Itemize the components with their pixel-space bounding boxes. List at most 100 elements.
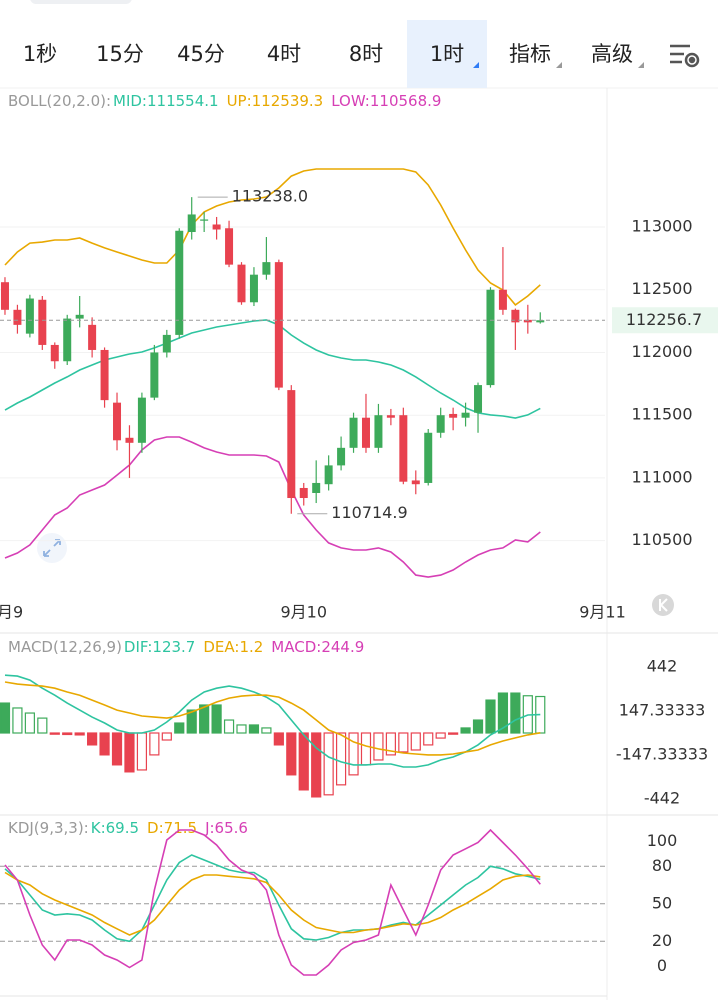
candle-body (200, 219, 209, 221)
dropdown-arrow (556, 62, 562, 68)
candle-body (187, 214, 196, 233)
candle-body (262, 262, 271, 275)
legend-entry: MID:111554.1 (113, 92, 219, 110)
macd-bar (37, 717, 48, 734)
candle-body (175, 230, 184, 335)
macd-bar (298, 732, 309, 791)
candle-body (75, 314, 84, 319)
candle-body (249, 274, 258, 303)
indicator-line (4, 828, 541, 976)
indicator-line (4, 674, 541, 768)
macd-bar (373, 732, 384, 761)
indicator-line (4, 436, 541, 578)
candle-body (461, 412, 470, 418)
candle-body (349, 417, 358, 448)
candle-body (25, 298, 34, 334)
candle-body (436, 415, 445, 433)
candle-body (212, 224, 221, 230)
macd-bar (423, 732, 434, 746)
indicator-line (4, 319, 541, 419)
y-tick-label: -147.33333 (616, 744, 708, 763)
y-tick-label: 442 (647, 657, 678, 676)
y-tick-label: 0 (657, 956, 667, 975)
candle-body (449, 413, 458, 418)
legend-title: BOLL(20,2.0): (8, 92, 111, 110)
annotation-label: 110714.9 (331, 503, 407, 522)
macd-bar (497, 692, 509, 734)
macd-bar (335, 732, 347, 786)
annotation-label: 113238.0 (232, 187, 308, 206)
macd-bar (149, 732, 160, 756)
tab[interactable]: 指标 (509, 42, 551, 66)
macd-bar (398, 732, 409, 753)
y-tick-label: 147.33333 (619, 701, 706, 720)
expand-icon[interactable] (37, 533, 67, 563)
candle-body (88, 324, 97, 350)
y-tick-label: -442 (644, 788, 680, 807)
settings-icon[interactable] (670, 44, 700, 68)
candle-body (498, 289, 507, 310)
macd-bar (472, 719, 484, 734)
y-tick-label: 80 (652, 856, 672, 875)
legend-entry: D:71.5 (147, 819, 197, 837)
x-tick-label: 9月10 (280, 603, 327, 622)
macd-bar (510, 692, 521, 734)
reset-icon[interactable] (652, 594, 674, 616)
macd-bar (62, 732, 73, 736)
macd-bar (136, 732, 148, 771)
tab[interactable]: 高级 (591, 42, 633, 66)
tab[interactable]: 4时 (267, 42, 301, 66)
macd-bar (74, 732, 85, 736)
candle-body (225, 228, 234, 265)
candle-body (337, 447, 346, 466)
tab[interactable]: 8时 (349, 42, 383, 66)
macd-bar (0, 702, 11, 734)
candle-body (536, 320, 545, 323)
macd-bar (435, 732, 446, 739)
last-price-label: 112256.7 (626, 310, 702, 329)
indicator-line (4, 168, 541, 306)
indicator-line (4, 871, 541, 936)
x-tick-label: 9月11 (579, 603, 626, 622)
candle-body (324, 465, 333, 485)
legend-entry: DIF:123.7 (124, 638, 195, 656)
candle-body (63, 318, 72, 362)
tab[interactable]: 1秒 (23, 42, 57, 66)
tab[interactable]: 15分 (96, 42, 144, 66)
candle-body (0, 282, 9, 310)
candle-body (511, 309, 520, 323)
macd-bar (111, 732, 123, 766)
dropdown-arrow (473, 62, 479, 68)
indicator-line (4, 681, 541, 756)
macd-bar (273, 732, 284, 746)
legend-entry: J:65.6 (204, 819, 248, 837)
macd-bar (410, 732, 421, 751)
x-tick-label: 9月9 (0, 603, 23, 622)
y-tick-label: 50 (652, 893, 672, 912)
macd-bar (49, 732, 60, 735)
candle-body (13, 309, 22, 325)
candle-body (424, 432, 433, 483)
candle-body (274, 262, 283, 388)
macd-bar (24, 712, 35, 734)
candle-body (399, 415, 408, 482)
y-tick-label: 20 (652, 931, 672, 950)
legend-title: MACD(12,26,9) (8, 638, 122, 656)
tab[interactable]: 1时 (430, 42, 464, 66)
legend-entry: K:69.5 (91, 819, 139, 837)
candle-body (150, 352, 159, 398)
legend-entry: DEA:1.2 (203, 638, 263, 656)
tab[interactable]: 45分 (177, 42, 225, 66)
kdj-legend: KDJ(9,3,3): K:69.5 D:71.5 J:65.6 (8, 819, 248, 837)
legend-title: KDJ(9,3,3): (8, 819, 89, 837)
macd-bar (360, 732, 372, 766)
macd-bar (199, 704, 210, 734)
macd-bar (223, 719, 235, 734)
macd-bar (99, 732, 110, 756)
y-tick-label: 111500 (631, 405, 692, 424)
candle-body (299, 487, 308, 499)
macd-bar (460, 727, 471, 734)
macd-bar (174, 722, 185, 734)
macd-bar (186, 709, 197, 734)
